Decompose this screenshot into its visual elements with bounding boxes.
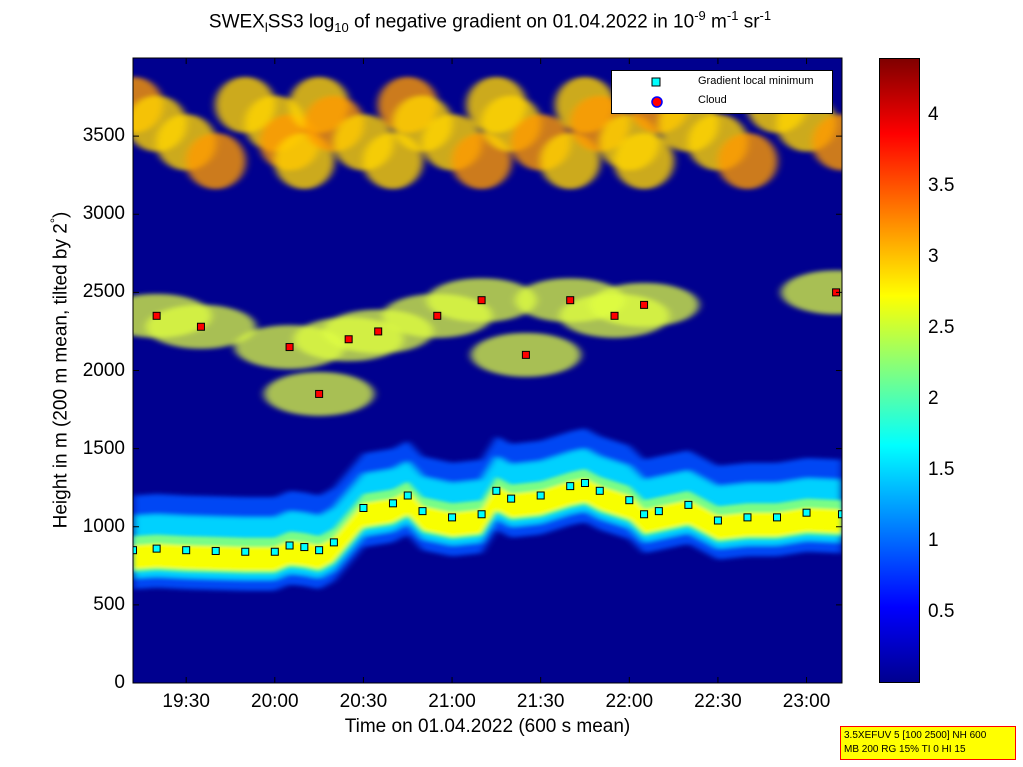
- x-tick-label: 23:00: [782, 691, 831, 712]
- y-tick-label: 500: [93, 593, 125, 615]
- x-tick-label: 19:30: [162, 691, 210, 712]
- legend-item-minimum: Gradient local minimum: [612, 73, 832, 91]
- x-tick-label: 22:30: [694, 691, 742, 712]
- minimum-marker: [713, 516, 722, 525]
- heatmap-plot-area: [133, 58, 842, 683]
- x-tick-label: 21:00: [428, 691, 476, 712]
- minimum-marker: [536, 491, 545, 500]
- cloud-marker: [152, 311, 161, 320]
- minimum-marker: [388, 499, 397, 508]
- minimum-marker: [329, 538, 338, 547]
- cloud-marker: [566, 296, 575, 305]
- y-tick-label: 1500: [82, 437, 125, 459]
- cloud-marker-icon: [651, 96, 663, 108]
- minimum-marker: [300, 543, 309, 552]
- minimum-marker: [270, 547, 279, 556]
- x-tick-label: 20:30: [339, 691, 388, 712]
- minimum-marker: [211, 546, 220, 555]
- x-tick-label: 20:00: [251, 691, 299, 712]
- y-tick-label: 0: [114, 672, 125, 693]
- minimum-marker: [182, 546, 191, 555]
- colorbar-tick-label: 2.5: [928, 316, 955, 338]
- colorbar-tick-label: 4: [928, 103, 939, 125]
- heatmap-patch: [185, 133, 246, 190]
- minimum-marker: [418, 507, 427, 516]
- cloud-marker: [521, 350, 530, 359]
- y-tick-label: 3000: [82, 203, 125, 225]
- minimum-marker: [152, 544, 161, 553]
- heatmap-patch: [717, 133, 778, 190]
- minimum-marker: [285, 541, 294, 550]
- info-line-2: MB 200 RG 15% TI 0 HI 15: [844, 744, 966, 755]
- minimum-marker: [580, 479, 589, 487]
- minimum-marker: [315, 546, 324, 555]
- colorbar-tick-label: 3: [928, 245, 939, 267]
- info-line-1: 3.5XEFUV 5 [100 2500] NH 600: [844, 730, 987, 741]
- cloud-marker: [477, 296, 486, 305]
- heatmap-patch: [614, 133, 675, 190]
- heatmap-svg: [133, 76, 842, 591]
- minimum-marker: [477, 510, 486, 519]
- y-tick-label: 2500: [82, 281, 125, 303]
- y-tick-label: 3500: [82, 125, 125, 147]
- x-tick-label: 22:00: [605, 691, 654, 712]
- minimum-marker: [625, 496, 634, 505]
- minimum-marker: [743, 513, 752, 522]
- cloud-marker: [374, 327, 383, 336]
- legend: Gradient local minimum Cloud: [611, 70, 833, 114]
- legend-item-cloud: Cloud: [612, 92, 832, 110]
- colorbar-tick-label: 1.5: [928, 458, 955, 480]
- cloud-marker: [433, 311, 442, 320]
- minimum-marker: [838, 510, 842, 519]
- colorbar-tick-label: 3.5: [928, 174, 955, 196]
- minimum-marker: [448, 513, 457, 522]
- minimum-marker: [773, 513, 782, 522]
- minimum-marker: [359, 504, 368, 512]
- cloud-marker: [640, 300, 649, 309]
- minimum-marker: [640, 510, 649, 519]
- minimum-marker: [595, 486, 604, 495]
- cloud-marker: [315, 389, 324, 398]
- cloud-marker: [610, 311, 619, 320]
- colorbar: [879, 58, 920, 683]
- colorbar-tick-label: 2: [928, 387, 939, 409]
- cloud-marker: [196, 322, 205, 331]
- minimum-marker: [492, 486, 501, 495]
- x-axis-label: Time on 01.04.2022 (600 s mean): [344, 716, 631, 737]
- x-tick-label: 21:30: [516, 691, 565, 712]
- minimum-marker: [403, 491, 412, 500]
- square-marker-icon: [651, 77, 661, 87]
- y-tick-label: 1000: [82, 515, 125, 537]
- y-tick-label: 2000: [82, 359, 125, 381]
- minimum-marker: [241, 547, 250, 556]
- cloud-marker: [285, 343, 294, 352]
- chart-title: SWEXlSS3 log10 of negative gradient on 0…: [208, 8, 772, 36]
- minimum-marker: [684, 500, 693, 509]
- parameter-info-box: 3.5XEFUV 5 [100 2500] NH 600 MB 200 RG 1…: [840, 726, 1016, 760]
- minimum-marker: [566, 482, 575, 491]
- minimum-marker: [133, 546, 137, 555]
- cloud-marker: [344, 335, 353, 344]
- heatmap-patch: [781, 270, 842, 315]
- minimum-marker: [507, 494, 516, 503]
- heatmap-patch: [812, 114, 842, 171]
- colorbar-tick-label: 0.5: [928, 600, 955, 622]
- colorbar-tick-label: 1: [928, 529, 939, 551]
- minimum-marker: [802, 508, 811, 517]
- heatmap-band: [133, 478, 842, 571]
- minimum-marker: [654, 507, 663, 516]
